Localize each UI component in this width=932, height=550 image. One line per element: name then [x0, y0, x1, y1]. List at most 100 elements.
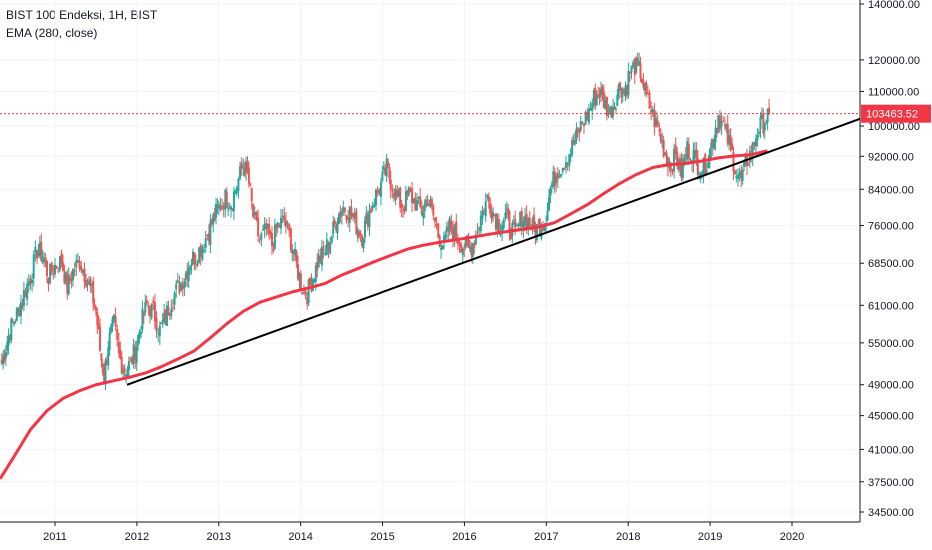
candle-body [358, 231, 361, 237]
candle-body [209, 221, 212, 245]
candle-body [684, 154, 687, 157]
candle-body [387, 161, 390, 166]
candle-body [275, 223, 278, 230]
indicator-label: EMA (280, close) [6, 26, 98, 40]
candle-body [420, 206, 423, 216]
candle-body [601, 86, 604, 95]
ema-line[interactable] [0, 149, 768, 480]
candle-body [494, 213, 497, 230]
candle-body [104, 360, 107, 385]
candle-body [155, 318, 158, 332]
candle-body [489, 202, 492, 214]
candle-body [487, 196, 490, 202]
candle-body [453, 224, 456, 241]
candle-body [391, 189, 394, 192]
y-tick-label: 76000.00 [868, 221, 914, 233]
candle-body [720, 121, 723, 128]
candle-body [417, 197, 420, 199]
candle-body [728, 135, 731, 145]
candle-body [731, 143, 734, 151]
candle-body [260, 233, 263, 240]
candle-body [428, 204, 431, 206]
candle-body [508, 211, 511, 233]
candle-body [444, 234, 447, 238]
candle-body [175, 283, 178, 290]
candle-body [535, 224, 538, 241]
candle-body [61, 262, 64, 271]
candle-body [11, 320, 14, 322]
candle-body [141, 308, 144, 330]
candle-body [430, 199, 433, 207]
candle-body [258, 239, 261, 241]
candle-body [399, 187, 402, 208]
candle-body [147, 305, 150, 308]
chart-legend: BIST 100 Endeksi, 1H, BIST EMA (280, clo… [6, 6, 157, 42]
candle-body [352, 212, 355, 218]
candle-body [269, 232, 272, 235]
candle-body [677, 165, 680, 171]
candle-body [569, 153, 572, 158]
candle-body [340, 211, 343, 216]
candle-body [658, 129, 661, 132]
last-price-label: 103463.52 [866, 109, 918, 121]
candle-body [94, 307, 97, 312]
candle-body [400, 204, 403, 208]
candle-body [107, 347, 110, 366]
x-tick-label: 2015 [370, 531, 394, 543]
candle-body [243, 167, 246, 176]
candle-body [186, 271, 189, 279]
candle-body [597, 94, 600, 96]
candle-body [368, 210, 371, 228]
candle-body [181, 284, 184, 290]
candle-body [161, 320, 164, 322]
candle-body [604, 99, 607, 109]
x-tick-label: 2012 [125, 531, 149, 543]
candle-body [664, 153, 667, 155]
candle-body [561, 167, 564, 172]
candle-body [695, 149, 698, 158]
candle-body [289, 228, 292, 251]
candle-body [291, 249, 294, 254]
candle-body [468, 246, 471, 250]
candle-body [196, 263, 199, 266]
candle-body [164, 309, 167, 324]
candle-body [605, 96, 608, 116]
candle-body [414, 197, 417, 211]
candle-body [180, 282, 183, 292]
candle-body [470, 245, 473, 256]
candle-body [283, 215, 286, 221]
candle-body [355, 210, 358, 235]
trend-line[interactable] [126, 117, 861, 386]
candle-body [423, 203, 426, 212]
candle-body [366, 214, 369, 227]
candle-body [117, 341, 120, 354]
candle-body [60, 252, 63, 264]
candle-body [718, 115, 721, 130]
candle-body [86, 282, 89, 285]
candle-body [130, 357, 133, 364]
candle-body [150, 303, 153, 318]
candle-body [522, 221, 525, 230]
candle-body [578, 128, 581, 133]
candle-body [573, 140, 576, 144]
candle-body [486, 194, 489, 198]
candle-body [26, 283, 29, 300]
candle-body [598, 94, 601, 98]
candle-body [235, 187, 238, 194]
candle-body [80, 265, 83, 271]
candle-body [184, 272, 187, 280]
candle-body [689, 159, 692, 161]
candle-body [31, 280, 34, 284]
candle-body [717, 115, 720, 133]
candle-body [710, 142, 713, 149]
candle-body [607, 110, 610, 114]
candle-body [384, 167, 387, 176]
candle-body [496, 219, 499, 230]
candle-body [617, 84, 620, 99]
candle-body [203, 250, 206, 252]
candle-body [337, 214, 340, 225]
candle-body [542, 226, 545, 231]
candle-body [759, 116, 762, 129]
candle-body [646, 92, 649, 95]
